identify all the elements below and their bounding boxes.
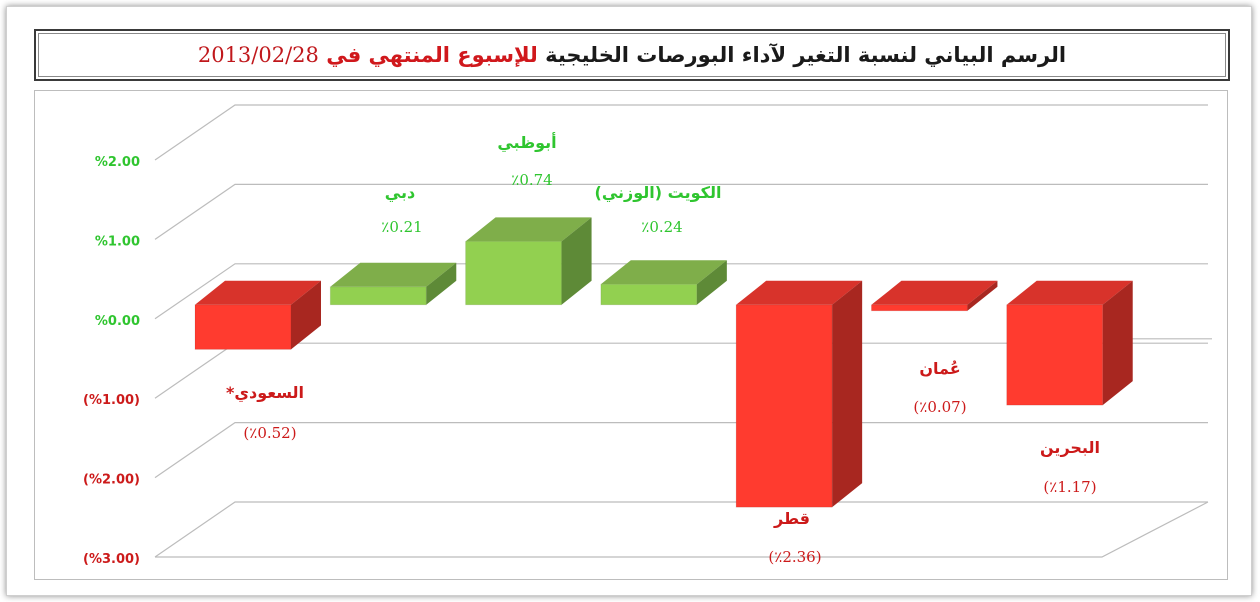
y-tick-label: %2.00 — [95, 155, 140, 170]
value-label: ٪0.24 — [641, 218, 682, 236]
floor-edge — [155, 501, 1209, 558]
title-week-ending: للإسبوع المنتهي في — [326, 43, 538, 67]
gridline — [154, 263, 1208, 320]
y-tick-label: (%3.00) — [83, 552, 140, 567]
y-tick-label: (%2.00) — [83, 473, 140, 488]
gridline — [154, 183, 1208, 240]
gridline — [154, 501, 1208, 558]
bar — [735, 280, 863, 508]
bar — [329, 262, 457, 306]
data-labels: السعودي* (٪0.52) دبي ٪0.21 أبوظبي ٪0.74 الكويت… — [226, 132, 1100, 566]
value-label: ٪0.21 — [381, 218, 422, 236]
category-label: عُمان — [919, 359, 960, 378]
category-label: السعودي* — [226, 383, 304, 403]
bar — [1006, 280, 1133, 406]
chart-title: الرسم البياني لنسبة التغير لآداء البورصا… — [34, 29, 1230, 81]
title-date: 2013/02/28 — [197, 43, 319, 67]
bar — [194, 280, 321, 350]
bar — [600, 260, 727, 306]
y-axis: %2.00 %1.00 %0.00 (%1.00) (%2.00) (%3.00) — [83, 155, 140, 567]
category-label: أبوظبي — [497, 132, 556, 153]
value-label: (٪1.17) — [1043, 478, 1096, 496]
value-label: (٪2.36) — [768, 548, 821, 566]
category-label: الكويت (الوزني) — [595, 183, 722, 203]
y-tick-label: %1.00 — [95, 234, 140, 249]
bars — [194, 217, 1133, 508]
category-label: دبي — [385, 183, 415, 203]
gridline — [154, 104, 1208, 161]
bar — [870, 280, 998, 312]
gridline — [154, 422, 1208, 479]
bar — [465, 217, 592, 306]
gridlines — [154, 104, 1212, 558]
plot-area-border — [34, 90, 1228, 580]
y-tick-label: (%1.00) — [83, 393, 140, 408]
value-label: (٪0.52) — [243, 424, 296, 442]
category-label: قطر — [773, 509, 810, 528]
value-label: (٪0.07) — [913, 398, 966, 416]
title-main: الرسم البياني لنسبة التغير لآداء البورصا… — [545, 43, 1067, 67]
y-tick-label: %0.00 — [95, 314, 140, 329]
category-label: البحرين — [1040, 438, 1100, 457]
value-label: ٪0.74 — [511, 171, 552, 189]
